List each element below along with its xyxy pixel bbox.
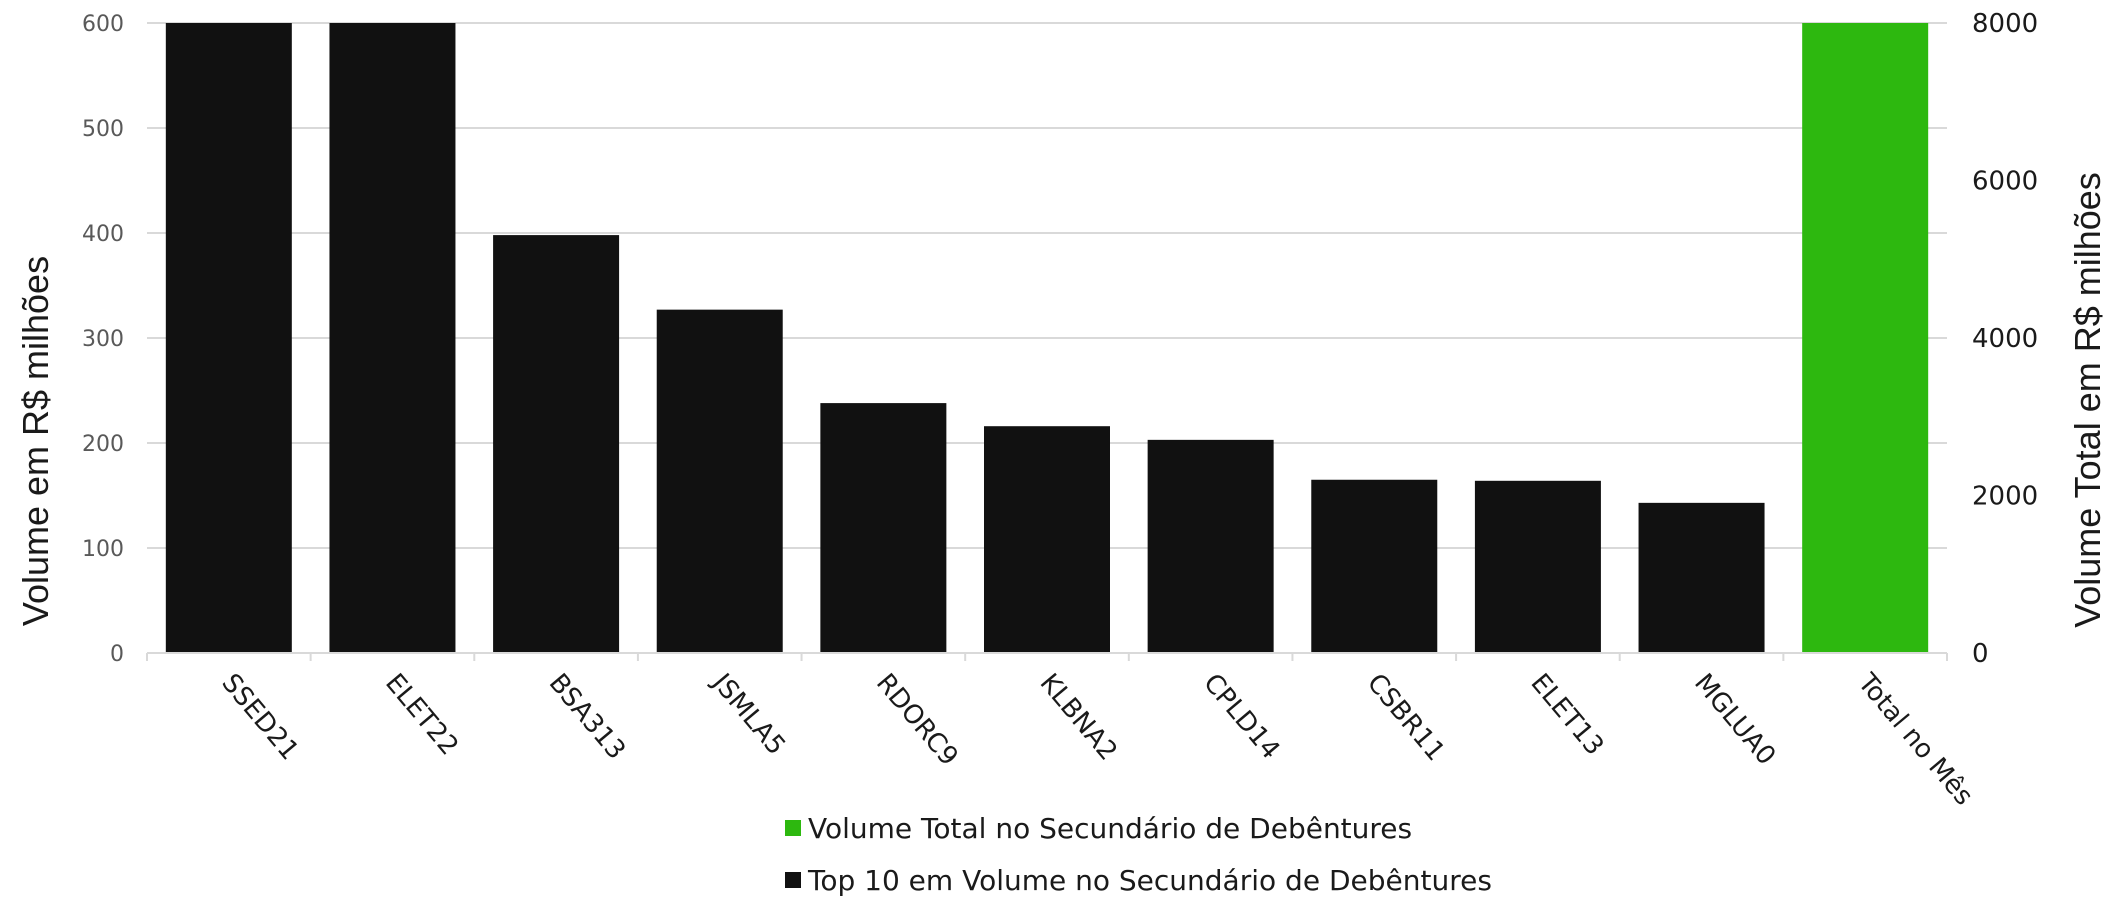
y-axis-right: 0 2000 4000 6000 8000: [1972, 9, 2038, 669]
y-tick-label-left: 300: [82, 327, 124, 352]
y-tick-label-left: 0: [110, 642, 124, 667]
legend-label: Top 10 em Volume no Secundário de Debênt…: [807, 864, 1492, 897]
y-tick-label-left: 400: [82, 222, 124, 247]
x-tick-label: JSMLA5: [705, 667, 791, 761]
x-tick-label: ELET22: [379, 668, 464, 761]
y-tick-label-left: 600: [82, 12, 124, 37]
y-tick-label-left: 100: [82, 537, 124, 562]
legend-swatch: [785, 820, 801, 836]
bar-jsmla5: [656, 309, 783, 653]
x-tick-label: KLBNA2: [1034, 668, 1123, 766]
x-tick-label: MGLUA0: [1688, 668, 1781, 771]
y-tick-label-left: 500: [82, 117, 124, 142]
bar-mglua0: [1638, 502, 1765, 653]
x-tick-label: Total no Mês: [1851, 667, 1979, 811]
x-tick-label: ELET13: [1525, 668, 1610, 761]
y-tick-label-right: 0: [1972, 639, 1989, 669]
legend-swatch: [785, 872, 801, 888]
bar-klbna2: [984, 426, 1110, 653]
y-tick-label-right: 2000: [1972, 482, 2038, 512]
x-tick-label: CSBR11: [1361, 668, 1451, 767]
x-axis: SSED21 ELET22 BSA313 JSMLA5 RDORC9 KLBNA2 CPLD…: [146, 652, 1979, 811]
y-axis-left: 0 100 200 300 400 500 600: [82, 12, 124, 667]
bar-cpld14: [1147, 439, 1274, 653]
y-tick-label-left: 200: [82, 432, 124, 457]
x-tick-label: SSED21: [215, 668, 304, 766]
y-axis-title-left: Volume em R$ milhões: [15, 256, 56, 626]
y-tick-label-right: 6000: [1972, 167, 2038, 197]
x-tick-label: CPLD14: [1197, 668, 1285, 765]
bar-rdorc9: [820, 403, 947, 653]
bar-elet22: [329, 23, 456, 653]
y-axis-title-right: Volume Total em R$ milhões: [2067, 172, 2108, 628]
x-tick-label: RDORC9: [870, 668, 964, 772]
x-tick-label: BSA313: [543, 668, 631, 765]
y-tick-label-right: 8000: [1972, 9, 2038, 39]
bars: [165, 23, 1929, 653]
bar-total-no-m-s: [1802, 23, 1929, 653]
legend-label: Volume Total no Secundário de Debêntures: [808, 812, 1412, 845]
y-tick-label-right: 4000: [1972, 324, 2038, 354]
bar-bsa313: [493, 235, 620, 653]
bar-ssed21: [165, 23, 292, 653]
legend: Volume Total no Secundário de Debêntures…: [785, 812, 1492, 897]
bar-elet13: [1474, 480, 1601, 653]
bar-csbr11: [1311, 479, 1438, 653]
